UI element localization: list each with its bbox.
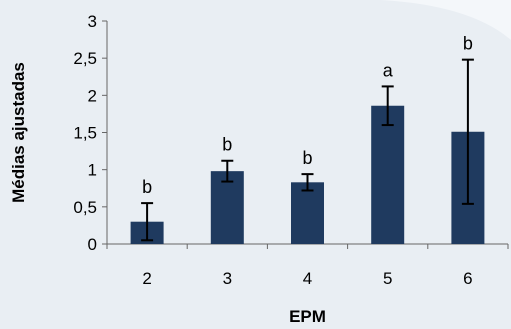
y-tick-label: 2,5 <box>73 49 97 68</box>
significance-labels: b b b a b <box>142 34 473 197</box>
x-tick-label: 6 <box>463 269 472 288</box>
x-tick-label: 3 <box>223 269 232 288</box>
x-tick-labels: 2 3 4 5 6 <box>142 269 472 288</box>
y-tick-label: 0,5 <box>73 198 97 217</box>
bar-4 <box>291 182 324 244</box>
y-tick-label: 0 <box>88 235 97 254</box>
significance-label-4: b <box>302 148 312 168</box>
error-bar-6 <box>461 58 474 205</box>
error-bar-2 <box>141 202 154 242</box>
y-tick-labels: 0 0,5 1 1,5 2 2,5 3 <box>73 12 97 254</box>
significance-label-5: a <box>383 60 394 80</box>
significance-label-6: b <box>463 34 473 54</box>
y-tick-label: 2 <box>88 86 97 105</box>
y-axis <box>102 20 108 245</box>
significance-label-3: b <box>222 135 232 155</box>
y-axis-title: Médias ajustadas <box>9 62 28 203</box>
x-tick-label: 4 <box>303 269 312 288</box>
error-bars <box>141 58 474 242</box>
error-bar-3 <box>221 159 234 183</box>
error-bar-5 <box>381 85 394 127</box>
background-swoosh <box>380 0 511 40</box>
error-bar-4 <box>301 173 314 192</box>
x-tick-label: 5 <box>383 269 392 288</box>
x-tick-label: 2 <box>142 269 151 288</box>
y-tick-label: 3 <box>88 12 97 31</box>
bar-3 <box>210 171 244 244</box>
significance-label-2: b <box>142 177 152 197</box>
y-tick-label: 1,5 <box>73 124 97 143</box>
bar-5 <box>371 105 405 245</box>
y-tick-label: 1 <box>88 161 97 180</box>
x-axis-title: EPM <box>289 307 326 326</box>
